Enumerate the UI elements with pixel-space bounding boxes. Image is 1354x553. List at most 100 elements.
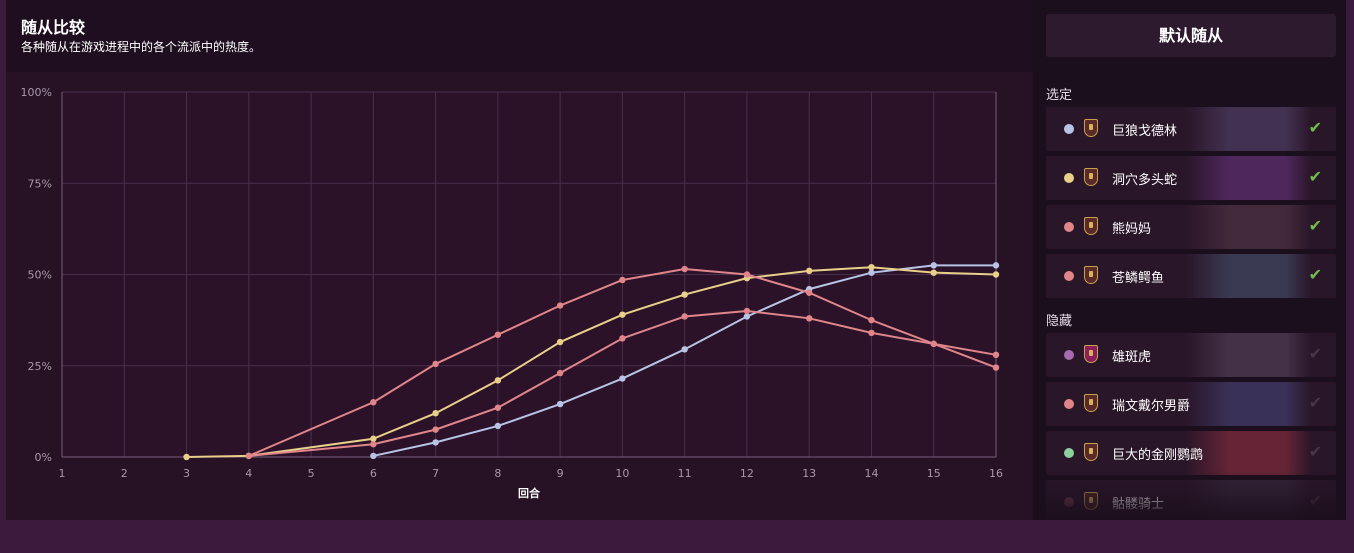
x-tick-label: 12 bbox=[740, 467, 754, 480]
minion-name: 雄斑虎 bbox=[1112, 350, 1152, 365]
x-tick-label: 9 bbox=[557, 467, 564, 480]
series-color-dot bbox=[1064, 222, 1074, 232]
x-tick-label: 3 bbox=[183, 467, 190, 480]
series-point-4 bbox=[432, 360, 439, 368]
minion-row[interactable]: 洞穴多头蛇 ✔ bbox=[1046, 156, 1336, 200]
y-tick-label: 75% bbox=[28, 177, 52, 190]
series-point-1 bbox=[370, 452, 377, 460]
series-point-1 bbox=[494, 422, 502, 430]
series-point-3 bbox=[432, 426, 439, 433]
series-color-dot bbox=[1064, 350, 1074, 360]
x-tick-label: 15 bbox=[927, 467, 941, 480]
series-point-2 bbox=[619, 311, 626, 318]
x-tick-label: 13 bbox=[802, 467, 816, 480]
list-fade-overlay bbox=[1038, 470, 1344, 520]
series-point-1 bbox=[556, 400, 564, 408]
series-point-1 bbox=[992, 262, 1000, 269]
series-point-3 bbox=[992, 351, 1000, 358]
y-tick-label: 50% bbox=[28, 269, 52, 282]
series-point-3 bbox=[806, 315, 813, 322]
selected-section-label: 选定 bbox=[1046, 88, 1073, 103]
x-tick-label: 1 bbox=[59, 467, 66, 480]
minion-portrait bbox=[1186, 333, 1311, 377]
minion-row[interactable]: 巨狼戈德林 ✔ bbox=[1046, 107, 1336, 151]
tribe-shield-icon bbox=[1084, 119, 1098, 137]
checkmark-icon[interactable]: ✔ bbox=[1308, 216, 1322, 235]
series-line-3 bbox=[248, 309, 997, 457]
series-point-1 bbox=[743, 313, 751, 320]
y-tick-label: 25% bbox=[28, 360, 52, 373]
series-point-4 bbox=[868, 316, 875, 324]
series-point-3 bbox=[868, 329, 875, 337]
minion-name: 巨大的金刚鹦鹉 bbox=[1112, 448, 1204, 463]
series-point-4 bbox=[245, 452, 252, 460]
line-chart[interactable]: 1 2 3 4 5 6 7 8 9 10 11 12 13 14 15 160%25%50%75%100%回合 bbox=[6, 72, 1033, 520]
x-tick-label: 5 bbox=[308, 467, 315, 480]
series-point-2 bbox=[930, 269, 937, 276]
series-point-4 bbox=[619, 276, 626, 284]
series-point-3 bbox=[681, 313, 688, 320]
minion-name: 瑞文戴尔男爵 bbox=[1112, 399, 1191, 414]
x-tick-label: 6 bbox=[370, 467, 377, 480]
minion-portrait bbox=[1186, 156, 1311, 200]
series-color-dot bbox=[1064, 448, 1074, 458]
y-tick-label: 100% bbox=[21, 86, 52, 99]
minion-name: 洞穴多头蛇 bbox=[1112, 173, 1178, 188]
minion-sidebar: 默认随从 选定 隐藏 巨狼戈德林 ✔ 洞穴多头蛇 ✔ 熊妈妈 ✔ 苍鳞鳄鱼 ✔ 雄斑虎 ✔ 瑞文戴尔… bbox=[1038, 0, 1344, 520]
checkmark-icon[interactable]: ✔ bbox=[1308, 265, 1322, 284]
series-point-4 bbox=[494, 331, 502, 338]
series-point-4 bbox=[743, 271, 751, 278]
series-point-4 bbox=[681, 265, 688, 273]
checkmark-icon[interactable]: ✔ bbox=[1308, 393, 1322, 412]
minion-row[interactable]: 苍鳞鳄鱼 ✔ bbox=[1046, 254, 1336, 298]
minion-row[interactable]: 瑞文戴尔男爵 ✔ bbox=[1046, 382, 1336, 426]
x-tick-label: 10 bbox=[615, 467, 629, 480]
minion-name: 巨狼戈德林 bbox=[1112, 124, 1178, 139]
chart-header: 随从比较 各种随从在游戏进程中的各个流派中的热度。 bbox=[6, 0, 1033, 72]
x-tick-label: 11 bbox=[678, 467, 692, 480]
x-tick-label: 2 bbox=[121, 467, 128, 480]
series-color-dot bbox=[1064, 271, 1074, 281]
minion-row[interactable]: 雄斑虎 ✔ bbox=[1046, 333, 1336, 377]
minion-row[interactable]: 巨大的金刚鹦鹉 ✔ bbox=[1046, 431, 1336, 475]
tribe-shield-icon bbox=[1084, 345, 1098, 363]
series-point-3 bbox=[743, 307, 751, 315]
minion-row[interactable]: 熊妈妈 ✔ bbox=[1046, 205, 1336, 249]
x-axis-title: 回合 bbox=[518, 486, 541, 500]
tribe-shield-icon bbox=[1084, 217, 1098, 235]
x-tick-label: 4 bbox=[245, 467, 252, 480]
x-tick-label: 14 bbox=[864, 467, 878, 480]
series-point-2 bbox=[868, 264, 875, 271]
series-point-4 bbox=[370, 399, 377, 406]
tribe-shield-icon bbox=[1084, 168, 1098, 186]
tribe-shield-icon bbox=[1084, 266, 1098, 284]
minion-name: 熊妈妈 bbox=[1112, 222, 1152, 237]
series-point-3 bbox=[370, 441, 377, 448]
series-point-2 bbox=[494, 377, 502, 384]
series-point-2 bbox=[992, 271, 1000, 278]
minion-portrait bbox=[1186, 205, 1311, 249]
series-point-1 bbox=[619, 375, 626, 382]
checkmark-icon[interactable]: ✔ bbox=[1308, 118, 1322, 137]
series-point-1 bbox=[868, 269, 875, 276]
x-tick-label: 8 bbox=[494, 467, 501, 480]
default-minions-button[interactable]: 默认随从 bbox=[1046, 14, 1336, 57]
series-color-dot bbox=[1064, 173, 1074, 183]
checkmark-icon[interactable]: ✔ bbox=[1308, 344, 1322, 363]
series-color-dot bbox=[1064, 399, 1074, 409]
checkmark-icon[interactable]: ✔ bbox=[1308, 167, 1322, 186]
series-line-4 bbox=[248, 268, 997, 457]
checkmark-icon[interactable]: ✔ bbox=[1308, 442, 1322, 461]
x-tick-label: 7 bbox=[432, 467, 439, 480]
chart-card: 随从比较 各种随从在游戏进程中的各个流派中的热度。 1 2 3 4 5 6 7 8 9 10 11 1… bbox=[6, 0, 1033, 520]
series-color-dot bbox=[1064, 124, 1074, 134]
series-point-1 bbox=[432, 439, 439, 446]
series-point-3 bbox=[556, 369, 564, 377]
series-point-2 bbox=[681, 291, 688, 298]
series-point-2 bbox=[556, 338, 564, 346]
series-point-1 bbox=[930, 262, 937, 269]
series-point-2 bbox=[432, 410, 439, 417]
y-tick-label: 0% bbox=[35, 451, 52, 464]
series-point-3 bbox=[494, 404, 502, 411]
minion-portrait bbox=[1186, 382, 1311, 426]
